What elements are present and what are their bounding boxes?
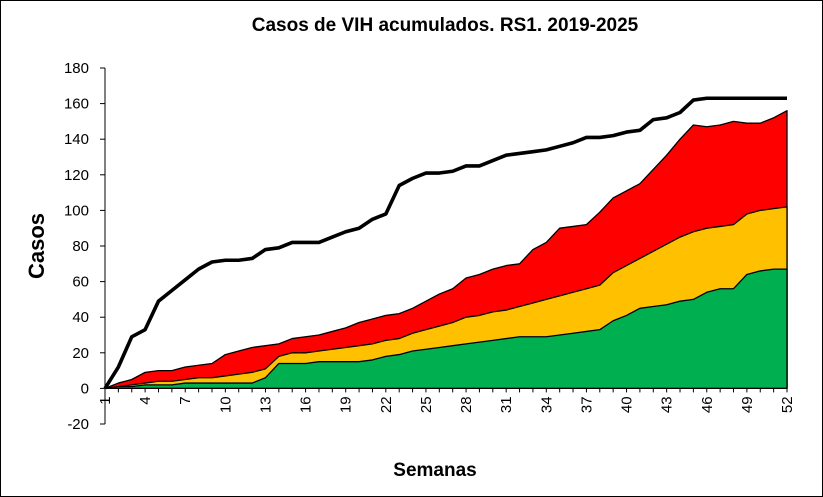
x-tick-label: 40 bbox=[619, 396, 636, 413]
x-tick-label: 28 bbox=[458, 396, 475, 413]
x-tick-label: 46 bbox=[699, 396, 716, 413]
y-tick-label: 20 bbox=[72, 345, 89, 362]
x-tick-label: 13 bbox=[257, 396, 274, 413]
x-tick-label: 10 bbox=[217, 396, 234, 413]
y-tick-label: 80 bbox=[72, 238, 89, 255]
x-tick-label: 22 bbox=[378, 396, 395, 413]
y-tick-label: 180 bbox=[64, 60, 89, 77]
x-tick-label: 31 bbox=[498, 396, 515, 413]
y-tick-label: 40 bbox=[72, 309, 89, 326]
y-tick-label: -20 bbox=[67, 416, 89, 433]
series-line-layer bbox=[103, 96, 787, 390]
y-tick-label: 60 bbox=[72, 274, 89, 291]
area-green bbox=[104, 268, 788, 390]
y-tick-label: 120 bbox=[64, 167, 89, 184]
x-tick-label: 19 bbox=[338, 396, 355, 413]
y-tick-label: 0 bbox=[81, 380, 89, 397]
x-tick-label: 52 bbox=[779, 396, 796, 413]
y-tick-label: 100 bbox=[64, 202, 89, 219]
x-tick-label: 7 bbox=[177, 396, 194, 404]
y-axis-label: Casos bbox=[24, 213, 49, 279]
x-tick-label: 1 bbox=[97, 396, 114, 404]
x-axis-label: Semanas bbox=[393, 460, 476, 481]
area-layers bbox=[104, 110, 788, 390]
x-tick-label: 25 bbox=[418, 396, 435, 413]
x-tick-label: 37 bbox=[578, 396, 595, 413]
series-line-cases bbox=[103, 96, 787, 390]
y-tick-label: 140 bbox=[64, 131, 89, 148]
x-tick-label: 34 bbox=[538, 396, 555, 413]
x-tick-label: 49 bbox=[739, 396, 756, 413]
x-tick-label: 4 bbox=[137, 396, 154, 404]
chart-title: Casos de VIH acumulados. RS1. 2019-2025 bbox=[252, 15, 639, 36]
y-tick-label: 160 bbox=[64, 96, 89, 113]
x-tick-label: 16 bbox=[298, 396, 315, 413]
axes: -20 0 20 40 60 80 100 120 140 160 180 1 4 7 10 13 16 19 22… bbox=[64, 60, 796, 433]
x-tick-label: 43 bbox=[659, 396, 676, 413]
